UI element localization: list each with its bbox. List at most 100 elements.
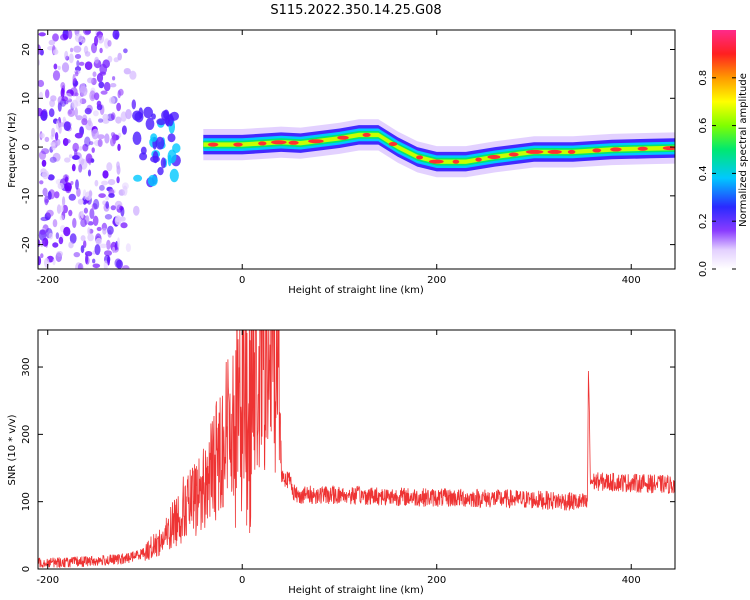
noise-blob [55,252,62,263]
noise-blob [69,233,77,244]
noise-blob [50,141,56,147]
noise-blob [132,131,142,145]
noise-blob [52,70,61,81]
noise-blob [133,174,143,182]
noise-blob [88,155,92,166]
colorbar-tick-label: 0.0 [698,261,709,277]
noise-blob [94,244,101,256]
noise-blob [92,258,96,264]
ridge-core [547,149,562,154]
noise-blob [125,243,131,253]
y-tick-label: -10 [21,188,32,204]
noise-blob [61,96,68,102]
noise-blob [48,232,53,240]
noise-blob [103,81,111,92]
noise-blob [56,250,63,257]
noise-blob [169,111,179,121]
noise-blob [48,39,56,46]
noise-blob [96,226,102,232]
noise-blob [112,30,120,40]
noise-blob [110,112,116,121]
noise-blob [75,179,79,190]
y-tick-label: 200 [21,425,32,444]
noise-blob [72,142,79,152]
snr-xlabel: Height of straight line (km) [288,585,424,596]
noise-blob [53,63,58,70]
ridge-core [271,140,287,145]
ridge-core [207,142,219,147]
ridge-core [610,147,622,152]
noise-blob [114,215,122,226]
snr-frame [37,329,676,570]
noise-blob [44,136,50,143]
noise-blob [74,33,83,43]
noise-blob [78,146,83,151]
noise-blob [161,110,170,121]
noise-blob [110,241,117,252]
noise-blob [167,133,176,143]
spectrogram-xlabel: Height of straight line (km) [288,285,424,296]
noise-blob [80,235,86,242]
ridge-core [258,141,267,146]
noise-blob [118,88,124,96]
noise-blob [169,168,179,183]
noise-blob [129,70,137,80]
noise-blob [87,233,94,242]
noise-blob [102,227,107,235]
noise-blob [93,198,100,210]
noise-blob [64,157,71,163]
noise-blob [103,260,108,269]
noise-blob [121,265,130,269]
noise-blob [47,174,55,181]
noise-blob [64,139,71,144]
snr-ticks: -200 0 200 400 0 100 200 300 [21,330,675,586]
noise-blob [160,157,166,169]
noise-blob [85,253,89,265]
noise-blob [76,187,81,197]
noise-blob [46,209,54,217]
noise-blob [74,92,79,97]
noise-blob [73,45,82,53]
x-tick-label: 400 [622,575,641,586]
ridge-core [288,140,299,145]
y-tick-label: 300 [21,357,32,376]
noise-blob [62,196,66,207]
noise-blob [98,193,106,199]
y-tick-label: 100 [21,492,32,511]
noise-blob [74,70,81,74]
noise-blob [91,128,99,140]
colorbar-gradient [712,30,736,269]
noise-blob [72,217,77,229]
ridge-core [525,149,544,154]
noise-blob [67,108,76,118]
noise-blob [52,242,59,248]
noise-blob [112,76,116,81]
snr-content [38,330,675,569]
noise-blob [108,96,116,104]
noise-blob [70,47,74,53]
spectrogram-panel: -200 0 200 400 -20 -10 0 10 20 Height of straigh… [7,29,676,296]
noise-blob [107,40,112,47]
noise-blob [42,187,48,197]
noise-blob [40,253,44,259]
noise-blob [117,237,120,249]
noise-blob [63,121,71,131]
ridge-core [567,149,576,154]
noise-blob [49,99,55,108]
noise-blob [97,134,105,140]
noise-blob [41,148,50,155]
noise-blob [119,205,124,211]
noise-blob [106,113,115,122]
noise-blob [107,225,114,235]
noise-blob [68,53,74,64]
noise-blob [76,60,80,68]
spectrogram-frame [37,29,676,270]
ridge-core [487,155,501,159]
noise-blob [54,132,59,141]
noise-blob [58,236,64,245]
y-tick-label: 0 [21,144,32,150]
noise-blob [70,181,74,185]
noise-blob [78,157,85,166]
noise-blob [54,191,60,199]
noise-blob [106,162,113,172]
